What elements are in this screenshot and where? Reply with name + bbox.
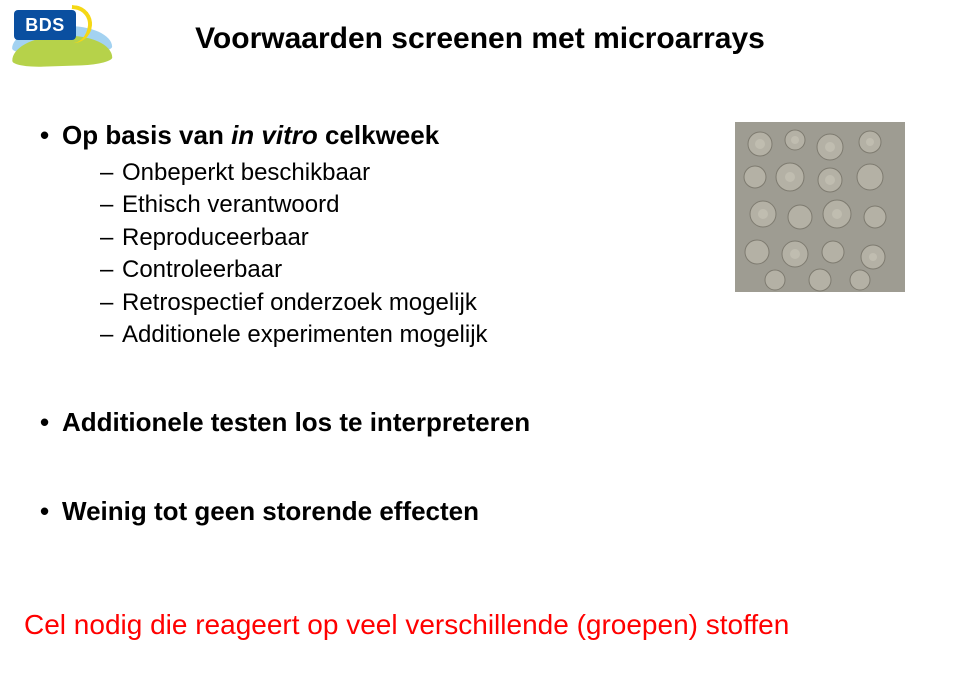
subitem: Retrospectief onderzoek mogelijk [100, 287, 660, 319]
subitem: Additionele experimenten mogelijk [100, 319, 660, 351]
subitem: Controleerbaar [100, 254, 660, 286]
bullet-3-text: Weinig tot geen storende effecten [62, 496, 479, 526]
spacer [40, 444, 660, 470]
content-area: •Op basis van in vitro celkweek Onbeperk… [40, 120, 660, 533]
subitem: Onbeperkt beschikbaar [100, 157, 660, 189]
bullet-1-sublist: Onbeperkt beschikbaar Ethisch verantwoor… [100, 157, 660, 351]
spacer [40, 470, 660, 496]
bullet-dot-icon: • [40, 407, 62, 438]
bullet-2-text: Additionele testen los te interpreteren [62, 407, 530, 437]
bullet-dot-icon: • [40, 120, 62, 151]
slide-title: Voorwaarden screenen met microarrays [0, 22, 960, 56]
slide: BDS Voorwaarden screenen met microarrays [0, 0, 960, 681]
footer-line: Cel nodig die reageert op veel verschill… [0, 609, 960, 641]
bullet-dot-icon: • [40, 496, 62, 527]
subitem: Reproduceerbaar [100, 222, 660, 254]
bullet-1-text-pre: Op basis van [62, 120, 231, 150]
cell-microscopy-image [735, 122, 905, 292]
subitem: Ethisch verantwoord [100, 189, 660, 221]
cell-image-icon [735, 122, 905, 292]
bullet-1-text-em: in vitro [231, 120, 318, 150]
bullet-1: •Op basis van in vitro celkweek [40, 120, 660, 151]
footer-text: Cel nodig die reageert op veel verschill… [24, 609, 789, 640]
bullet-1-text-post: celkweek [318, 120, 439, 150]
bullet-2: •Additionele testen los te interpreteren [40, 407, 660, 438]
spacer [40, 381, 660, 407]
bullet-3: •Weinig tot geen storende effecten [40, 496, 660, 527]
